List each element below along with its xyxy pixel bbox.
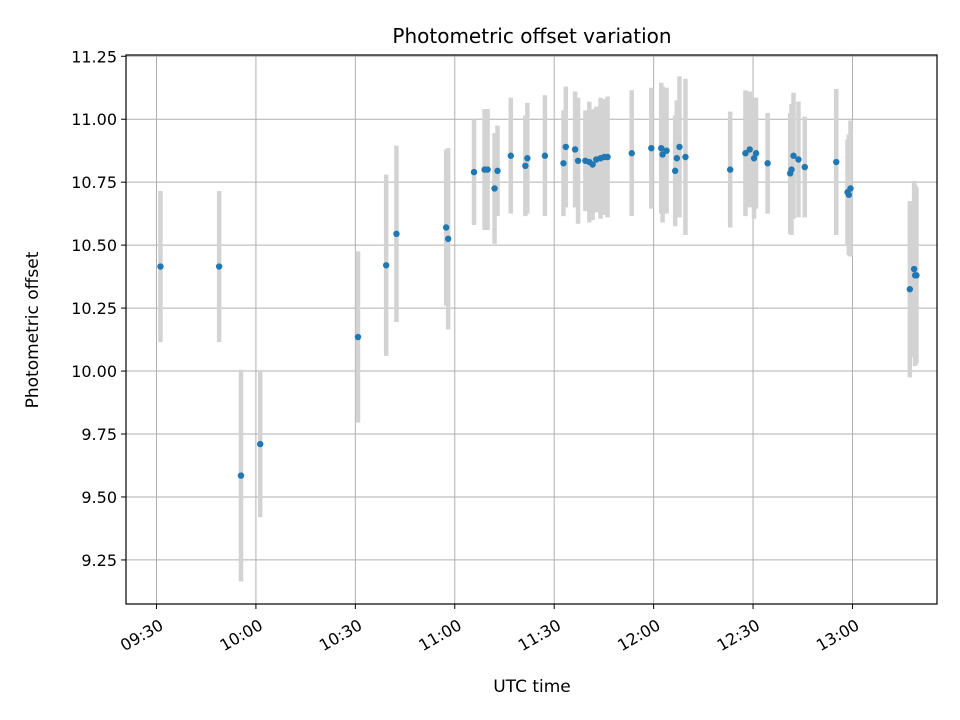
data-point [571, 146, 579, 153]
data-point [764, 160, 771, 167]
chart-title: Photometric offset variation [392, 24, 671, 48]
data-point [157, 263, 164, 270]
data-point [913, 272, 920, 279]
data-point [524, 155, 531, 162]
data-point [491, 185, 498, 192]
x-axis-title: UTC time [493, 677, 571, 697]
y-tick-label: 10.75 [71, 173, 117, 192]
data-point [494, 167, 501, 175]
y-tick-label: 10.00 [71, 362, 117, 381]
data-point [257, 440, 264, 448]
data-point [484, 166, 491, 173]
data-point [648, 144, 655, 152]
data-point [444, 235, 452, 243]
data-point [676, 143, 683, 151]
y-tick-label: 9.25 [81, 551, 117, 570]
data-point [752, 150, 760, 157]
data-points [157, 143, 920, 479]
data-point [742, 150, 749, 157]
data-point [790, 152, 797, 159]
data-point [845, 191, 853, 198]
data-point [847, 185, 854, 192]
data-point [470, 168, 478, 176]
data-point [788, 166, 795, 173]
data-point [354, 333, 362, 341]
data-point [507, 152, 514, 159]
data-point [522, 162, 529, 170]
data-point [795, 156, 802, 163]
data-point [659, 151, 666, 158]
y-tick-label: 11.25 [71, 47, 117, 66]
y-axis-ticks: 9.25 9.50 9.75 10.00 10.25 10.50 10.75 11.00 11.… [71, 47, 126, 570]
y-tick-label: 9.50 [81, 488, 117, 507]
data-point [560, 160, 567, 167]
data-point [673, 155, 681, 162]
plot-frame [125, 54, 938, 605]
data-point [801, 163, 808, 171]
y-axis-title: Photometric offset [23, 251, 43, 408]
data-point [671, 167, 679, 175]
data-point [393, 230, 400, 238]
data-point [750, 155, 758, 162]
data-point [442, 224, 450, 231]
data-point [833, 158, 840, 166]
data-point [541, 152, 549, 159]
y-tick-label: 10.50 [71, 236, 117, 255]
y-tick-label: 10.25 [71, 299, 117, 318]
data-point [628, 150, 635, 157]
data-point [604, 153, 611, 161]
data-point [746, 146, 753, 153]
data-point [574, 157, 582, 164]
data-point [562, 143, 570, 151]
data-point [726, 166, 734, 173]
data-point [910, 265, 918, 273]
data-point [237, 472, 245, 479]
data-point [658, 144, 665, 152]
y-tick-label: 9.75 [81, 425, 117, 444]
data-point [589, 161, 596, 168]
data-point [382, 262, 390, 269]
data-point [215, 263, 223, 270]
data-point [682, 153, 689, 161]
y-tick-label: 11.00 [71, 110, 117, 129]
data-point [906, 286, 914, 293]
data-point [663, 147, 670, 154]
